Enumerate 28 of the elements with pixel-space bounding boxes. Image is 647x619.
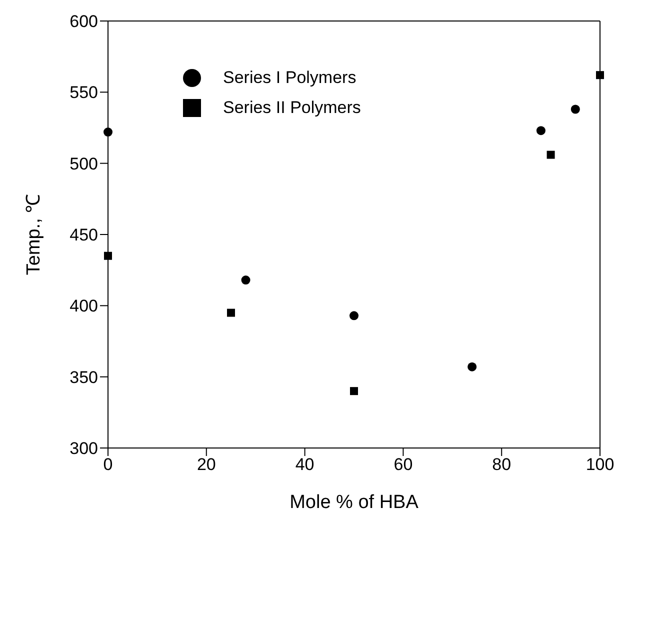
y-tick-label: 550 — [70, 83, 98, 102]
point — [241, 276, 250, 285]
point — [103, 128, 113, 137]
y-tick-label: 400 — [70, 296, 98, 316]
point — [349, 311, 359, 320]
point — [104, 252, 112, 260]
point — [350, 387, 358, 396]
x-tick-label: 100 — [586, 455, 614, 474]
y-tick-label: 450 — [70, 226, 98, 245]
point — [596, 71, 604, 80]
x-tick-label: 20 — [196, 455, 216, 474]
point — [536, 126, 546, 136]
point — [570, 104, 580, 114]
y-tick-label: 300 — [70, 439, 98, 458]
x-tick-label: 60 — [394, 455, 413, 474]
legend-label: Series I Polymers — [223, 68, 356, 88]
point — [468, 362, 477, 372]
x-tick-label: 40 — [295, 455, 314, 474]
x-axis-title: Mole % of HBA — [290, 492, 419, 513]
y-tick-label: 600 — [70, 12, 98, 32]
x-tick-label: 80 — [492, 455, 512, 474]
point — [227, 308, 235, 317]
point — [546, 150, 555, 159]
x-tick-label: 0 — [103, 455, 113, 474]
y-axis-title: Temp., ℃ — [24, 194, 45, 276]
y-tick-label: 500 — [70, 154, 98, 174]
legend-label: Series II Polymers — [223, 98, 361, 118]
y-tick-label: 350 — [70, 368, 98, 387]
